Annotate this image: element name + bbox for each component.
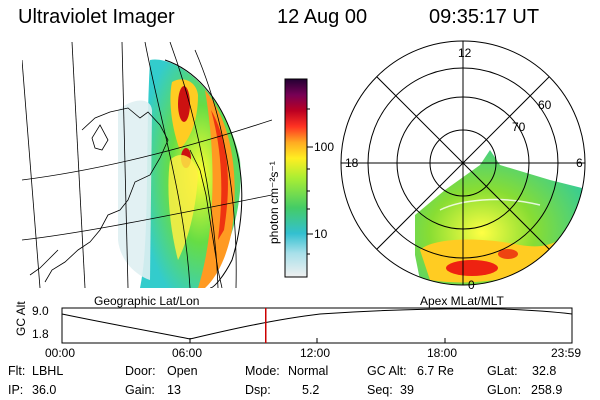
date-label: 12 Aug 00 (277, 6, 368, 28)
info-seq-key: Seq: (367, 383, 393, 397)
lake-outline (91, 124, 109, 151)
info-glon-value: 258.9 (531, 383, 563, 397)
mlat-label-60: 60 (538, 98, 552, 112)
mlt-label-6: 6 (576, 156, 583, 170)
info-glon-key: GLon: (487, 383, 522, 397)
mlat-label-70: 70 (512, 120, 526, 134)
altitude-ylabel: GC Alt (14, 301, 28, 336)
altitude-xtick-0000: 00:00 (45, 346, 76, 360)
colorbar-gradient (284, 78, 308, 278)
right-panel-caption: Apex MLat/MLT (420, 294, 504, 308)
mlt-label-0: 0 (468, 278, 475, 292)
mlt-label-12: 12 (458, 46, 472, 60)
info-dsp-value: 5.2 (302, 383, 320, 397)
contour-line (439, 198, 541, 211)
altitude-xtick-2359: 23:59 (551, 346, 582, 360)
earth-limb (164, 59, 243, 288)
left-panel-caption: Geographic Lat/Lon (94, 294, 200, 308)
info-gcalt-value: 6.7 Re (417, 364, 454, 378)
altitude-ytick-bottom: 1.8 (32, 327, 49, 341)
coastline-east (189, 149, 223, 288)
info-gain-value: 13 (167, 383, 181, 397)
graticule (22, 42, 272, 288)
info-door-value: Open (167, 364, 198, 378)
colorbar-ticks (307, 108, 313, 255)
polar-plot (340, 40, 586, 286)
info-dsp-key: Dsp: (245, 383, 271, 397)
oval-peak-midnight (446, 260, 498, 276)
info-door-key: Door: (125, 364, 156, 378)
oval-peak-dawn (498, 249, 518, 259)
limb-peak (211, 110, 228, 240)
altitude-plot-frame (61, 307, 573, 344)
colorbar-unit-label: photon cm⁻²s⁻¹ (267, 161, 281, 244)
altitude-plot (61, 307, 573, 344)
altitude-plot-ticks (189, 338, 446, 343)
info-mode-value: Normal (288, 364, 329, 378)
altitude-xtick-1200: 12:00 (300, 346, 331, 360)
info-glat-value: 32.8 (532, 364, 557, 378)
colorbar (284, 78, 313, 278)
info-ip-key: IP: (8, 383, 24, 397)
info-glat-key: GLat: (487, 364, 518, 378)
info-filter-key: Flt: (8, 364, 26, 378)
instrument-title: Ultraviolet Imager (18, 6, 175, 28)
info-seq-value: 39 (400, 383, 414, 397)
time-label: 09:35:17 UT (429, 6, 540, 28)
altitude-xtick-1800: 18:00 (427, 346, 458, 360)
dayside-limb-band (198, 90, 235, 288)
info-filter-value: LBHL (32, 364, 64, 378)
altitude-xtick-0600: 06:00 (172, 346, 203, 360)
altitude-ytick-top: 9.0 (32, 304, 49, 318)
arc-mid (168, 155, 198, 260)
info-ip-value: 36.0 (32, 383, 57, 397)
arc-red-north (178, 86, 190, 122)
low-emission-area (118, 100, 152, 280)
coastline-west (29, 249, 59, 276)
polar-grid (340, 40, 586, 286)
info-gcalt-key: GC Alt: (367, 364, 407, 378)
altitude-curve (61, 308, 573, 340)
colorbar-tick-100: 100 (314, 140, 335, 154)
coastline (44, 107, 169, 283)
info-gain-key: Gain: (125, 383, 155, 397)
colorbar-tick-10: 10 (314, 227, 328, 241)
mlt-label-18: 18 (345, 156, 359, 170)
info-mode-key: Mode: (245, 364, 280, 378)
